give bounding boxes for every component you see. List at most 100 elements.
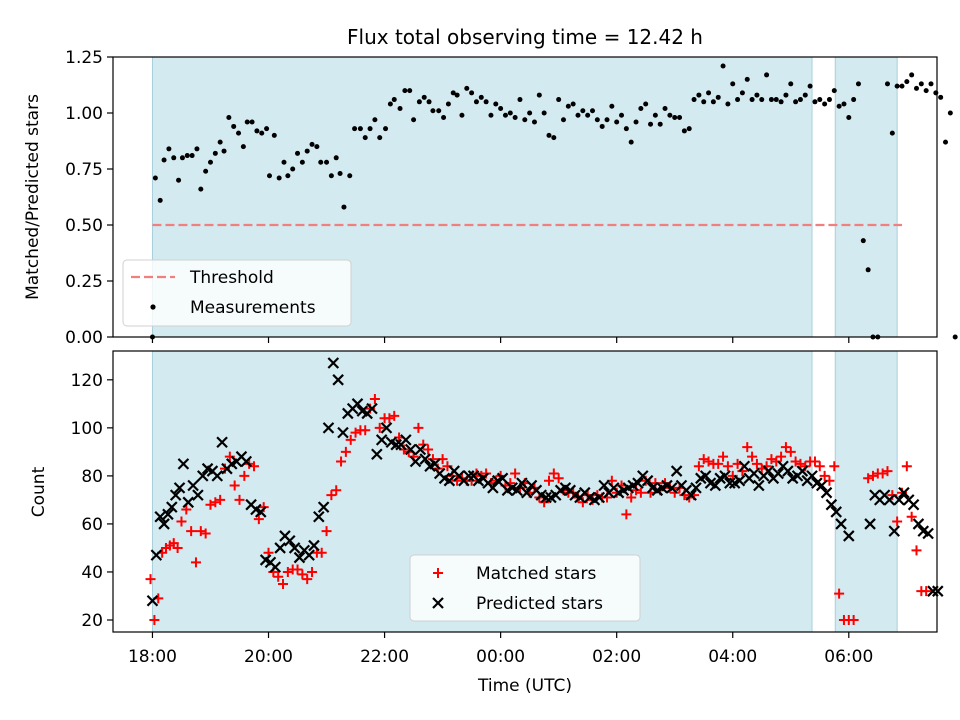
legend-matched-label: Matched stars [476, 564, 596, 584]
matched-star-point [780, 442, 791, 453]
matched-star-point [829, 461, 840, 472]
matched-star-point [186, 526, 197, 537]
measurement-point [507, 110, 513, 116]
top-y-tick-label: 1.00 [65, 104, 103, 124]
predicted-star-point [414, 443, 427, 456]
matched-star-point [215, 494, 226, 505]
measurement-point [546, 132, 552, 138]
measurement-point [677, 114, 683, 120]
measurement-point [512, 114, 518, 120]
top-x-ticks [151, 337, 850, 343]
predicted-star-point [409, 455, 422, 468]
measurement-point [590, 108, 596, 114]
measurement-point [909, 72, 915, 78]
x-tick-label: 06:00 [824, 647, 873, 667]
measurement-point [264, 126, 270, 132]
measurement-point [599, 123, 605, 129]
measurement-point [585, 112, 591, 118]
predicted-star-point [685, 489, 697, 501]
measurement-point [754, 92, 760, 98]
matched-star-point [776, 451, 787, 462]
measurement-point [672, 114, 678, 120]
predicted-star-point [293, 551, 306, 564]
top-y-tick-label: 0.75 [65, 160, 103, 180]
measurement-point [207, 159, 213, 165]
measurement-point [773, 97, 779, 103]
measurement-point [498, 106, 504, 112]
legend-predicted-swatch [432, 597, 444, 609]
predicted-star-point [733, 474, 746, 487]
matched-star-point [626, 492, 637, 503]
matched-star-point [510, 468, 521, 479]
predicted-star-point [835, 518, 847, 530]
predicted-star-point [216, 436, 228, 449]
matched-star-point [906, 511, 917, 522]
measurement-point [367, 126, 373, 132]
measurement-point [575, 112, 581, 118]
matched-star-point [921, 586, 932, 597]
measurement-point [604, 117, 610, 123]
predicted-star-point [196, 470, 209, 482]
measurement-point [662, 106, 668, 112]
measurement-point [157, 197, 163, 203]
measurement-point [643, 101, 649, 107]
measurement-point [324, 159, 330, 165]
top-y-tick-label: 1.25 [65, 48, 103, 68]
measurement-point [686, 126, 692, 132]
predicted-star-point [240, 455, 253, 468]
predicted-star-point [748, 467, 760, 480]
bottom-y-tick-label: 120 [71, 371, 103, 391]
measurement-point [841, 101, 847, 107]
matched-star-point [548, 468, 559, 479]
x-tick-label: 22:00 [360, 647, 409, 667]
predicted-star-point [888, 525, 901, 537]
legend-measurements-label: Measurements [190, 298, 316, 318]
x-tick-label: 04:00 [708, 647, 757, 667]
matched-star-point [321, 526, 332, 537]
measurement-point [352, 126, 358, 132]
measurement-point [411, 117, 417, 123]
measurement-point [923, 88, 929, 94]
matched-star-point [635, 487, 646, 498]
predicted-star-markers [146, 357, 944, 607]
predicted-star-point [540, 491, 552, 504]
matched-star-markers [145, 394, 932, 625]
matched-star-point [190, 557, 201, 568]
x-tick-label: 18:00 [128, 647, 177, 667]
measurement-point [788, 81, 794, 87]
predicted-star-point [825, 498, 838, 511]
predicted-star-point [462, 470, 475, 482]
predicted-star-point [308, 539, 320, 552]
measurement-point [918, 81, 924, 87]
measurement-point [337, 170, 343, 176]
measurement-point [851, 97, 857, 103]
measurement-point [341, 204, 347, 210]
bottom-y-tick-label: 80 [81, 467, 103, 487]
matched-star-point [718, 451, 729, 462]
predicted-star-point [690, 482, 702, 494]
predicted-star-point [864, 518, 876, 530]
measurement-point [884, 81, 890, 87]
predicted-star-point [366, 402, 378, 415]
figure-title: Flux total observing time = 12.42 h [347, 25, 703, 49]
matched-star-point [253, 514, 264, 525]
measurement-point [793, 99, 799, 105]
measurement-point [527, 110, 533, 116]
measurement-point [357, 126, 363, 132]
measurement-point [259, 130, 265, 136]
matched-star-point [693, 461, 704, 472]
measurement-point [347, 173, 353, 179]
matched-star-point [181, 504, 192, 515]
measurement-point [473, 99, 479, 105]
measurement-point [560, 117, 566, 123]
measurement-point [226, 114, 232, 120]
measurement-point [594, 117, 600, 123]
measurement-point [860, 238, 866, 244]
measurement-point [362, 135, 368, 141]
legend-measurements-swatch [150, 304, 156, 310]
measurement-point [619, 112, 625, 118]
measurement-point [570, 101, 576, 107]
bottom-y-tick-label: 40 [81, 563, 103, 583]
measurement-point [797, 97, 803, 103]
matched-star-point [336, 456, 347, 467]
